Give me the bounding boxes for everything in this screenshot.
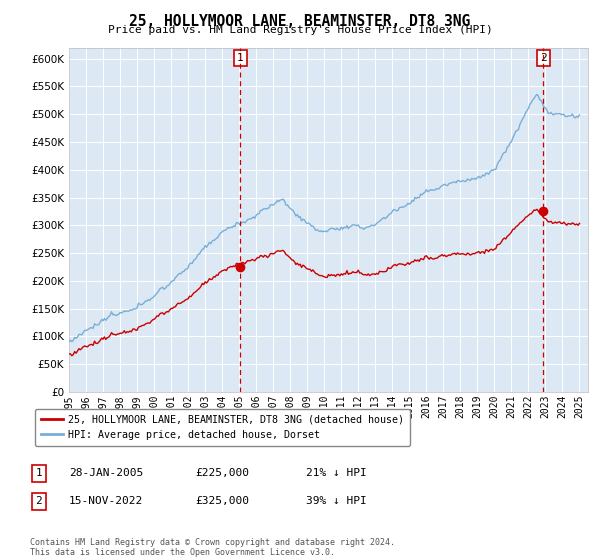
Text: 39% ↓ HPI: 39% ↓ HPI [306,496,367,506]
Text: 2: 2 [540,53,547,63]
Text: 21% ↓ HPI: 21% ↓ HPI [306,468,367,478]
Legend: 25, HOLLYMOOR LANE, BEAMINSTER, DT8 3NG (detached house), HPI: Average price, de: 25, HOLLYMOOR LANE, BEAMINSTER, DT8 3NG … [35,408,410,446]
Text: £325,000: £325,000 [195,496,249,506]
Text: 1: 1 [237,53,244,63]
Text: 25, HOLLYMOOR LANE, BEAMINSTER, DT8 3NG: 25, HOLLYMOOR LANE, BEAMINSTER, DT8 3NG [130,14,470,29]
Text: 2: 2 [35,496,43,506]
Text: £225,000: £225,000 [195,468,249,478]
Text: 28-JAN-2005: 28-JAN-2005 [69,468,143,478]
Text: Contains HM Land Registry data © Crown copyright and database right 2024.
This d: Contains HM Land Registry data © Crown c… [30,538,395,557]
Text: 15-NOV-2022: 15-NOV-2022 [69,496,143,506]
Text: Price paid vs. HM Land Registry's House Price Index (HPI): Price paid vs. HM Land Registry's House … [107,25,493,35]
Text: 1: 1 [35,468,43,478]
